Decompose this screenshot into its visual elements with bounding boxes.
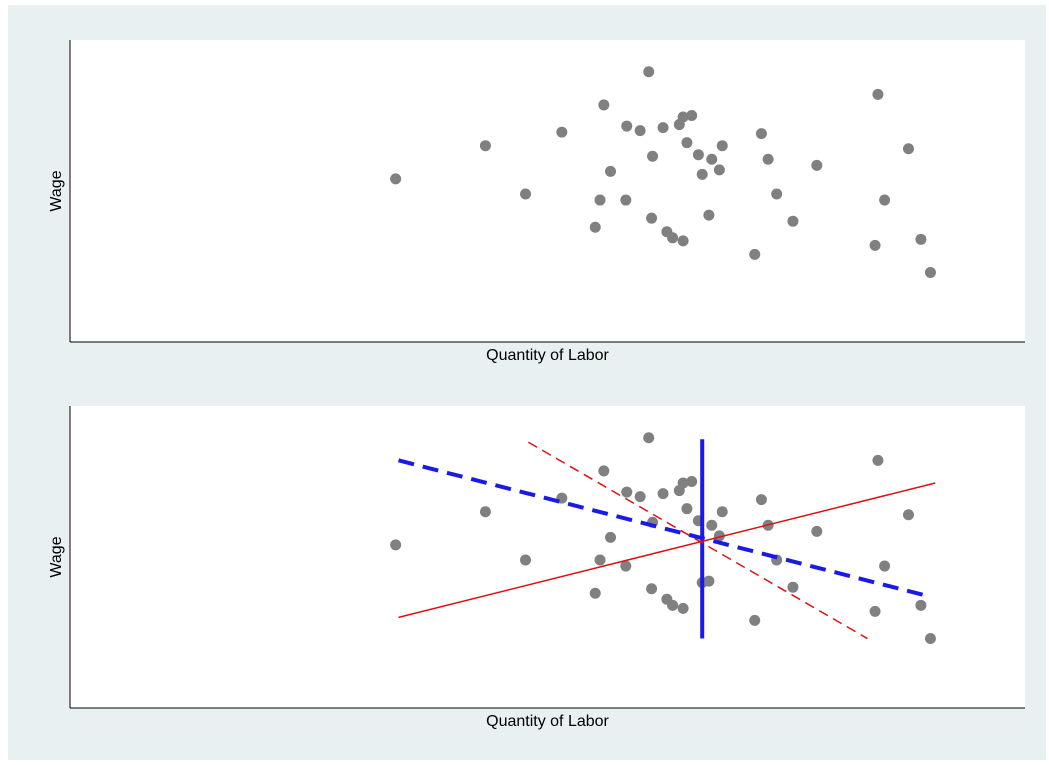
data-point: [634, 125, 646, 137]
data-point: [594, 554, 606, 566]
data-point: [390, 173, 402, 185]
data-point: [589, 221, 601, 233]
data-point: [647, 150, 659, 162]
data-point: [556, 126, 568, 138]
data-point: [686, 110, 698, 121]
data-point: [879, 194, 891, 206]
data-point: [520, 188, 532, 200]
curve-dashed-thin: [528, 441, 868, 640]
data-point: [677, 235, 689, 247]
data-point: [762, 153, 774, 165]
data-point: [520, 554, 532, 566]
x-axis-label: Quantity of Labor: [486, 347, 609, 364]
data-point: [787, 215, 799, 227]
data-point: [869, 605, 881, 617]
data-point: [879, 560, 891, 572]
data-point: [696, 168, 708, 180]
data-point: [902, 509, 914, 521]
data-point: [605, 165, 617, 177]
data-point: [598, 465, 610, 477]
data-point: [811, 159, 823, 171]
data-point: [686, 476, 698, 487]
data-point: [667, 599, 679, 611]
data-point: [634, 491, 646, 503]
data-point: [692, 149, 704, 161]
data-point: [749, 614, 761, 626]
plot-area: [70, 40, 1025, 342]
data-point: [677, 477, 689, 489]
data-point: [681, 137, 693, 149]
data-point: [872, 88, 884, 100]
data-point: [755, 494, 767, 506]
curve-dashed-thick: [398, 458, 924, 597]
data-point: [716, 140, 728, 152]
data-point: [681, 503, 693, 515]
data-point: [677, 111, 689, 123]
data-point: [872, 454, 884, 466]
data-point: [479, 506, 491, 518]
data-point: [771, 188, 783, 200]
data-point: [620, 560, 632, 572]
data-point: [657, 122, 669, 134]
curve-solid-thin: [398, 482, 936, 619]
data-point: [479, 140, 491, 152]
data-point: [643, 66, 655, 78]
data-point: [390, 539, 402, 551]
data-point: [703, 209, 715, 221]
data-point: [605, 531, 617, 543]
chart-panel-2: Quantity of Labor Wage: [48, 406, 1025, 730]
data-point: [749, 248, 761, 260]
data-point: [869, 239, 881, 251]
y-axis-label: Wage: [48, 536, 65, 577]
data-point: [677, 602, 689, 614]
x-axis-label: Quantity of Labor: [486, 713, 609, 730]
y-axis-label: Wage: [48, 170, 65, 211]
data-point: [755, 128, 767, 140]
data-point: [924, 633, 936, 645]
data-point: [915, 599, 927, 611]
data-point: [589, 587, 601, 599]
data-point: [594, 194, 606, 206]
data-point: [667, 232, 679, 244]
data-point: [902, 143, 914, 155]
data-point: [706, 153, 718, 165]
data-point: [716, 506, 728, 518]
data-point: [915, 233, 927, 245]
chart-panel-1: Quantity of Labor Wage: [48, 40, 1025, 364]
data-point: [620, 194, 632, 206]
data-point: [703, 575, 715, 587]
data-point: [646, 583, 658, 595]
data-point: [598, 99, 610, 111]
data-point: [787, 581, 799, 593]
plot-area: [70, 406, 1025, 708]
data-point: [811, 525, 823, 537]
data-point: [924, 267, 936, 279]
data-point: [646, 212, 658, 224]
data-point: [621, 120, 633, 132]
data-point: [713, 164, 725, 176]
data-point: [643, 432, 655, 444]
data-point: [713, 530, 725, 542]
data-point: [706, 519, 718, 531]
data-point: [657, 488, 669, 500]
data-point: [621, 486, 633, 498]
